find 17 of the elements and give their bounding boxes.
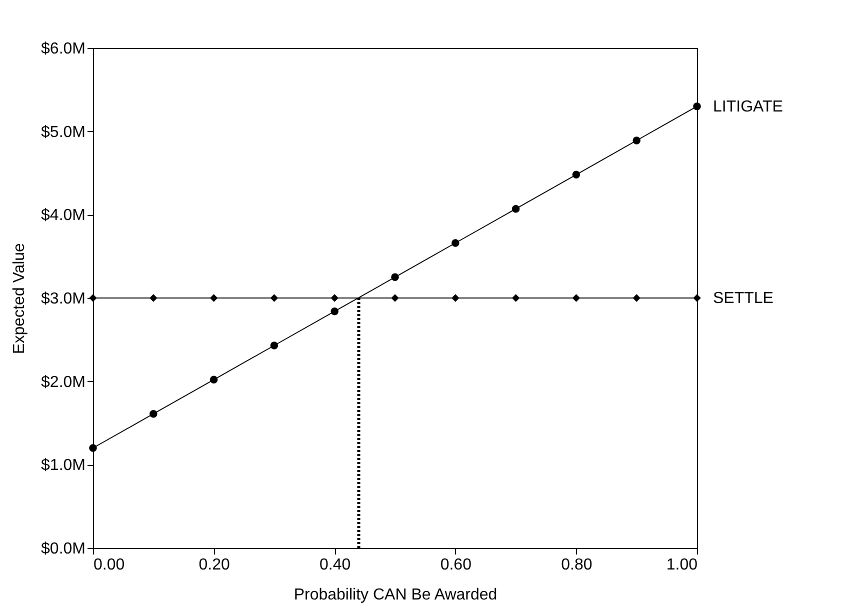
y-axis-title: Expected Value <box>11 242 28 354</box>
y-tick-label: $4.0M <box>41 207 86 224</box>
x-tick-label: 1.00 <box>666 556 698 574</box>
y-tick-label: $5.0M <box>41 124 86 141</box>
x-tick-label: 0.60 <box>440 556 472 574</box>
series-label: LITIGATE <box>713 98 783 116</box>
y-tick-label: $0.0M <box>41 540 86 558</box>
y-tick-label: $2.0M <box>41 374 86 391</box>
y-tick-label: $6.0M <box>41 40 86 58</box>
series-label: SETTLE <box>713 290 774 307</box>
y-tick-label: $3.0M <box>41 290 86 308</box>
x-axis-title: Probability CAN Be Awarded <box>294 586 498 604</box>
x-tick-label: 0.80 <box>561 556 592 574</box>
x-tick-label: 0.40 <box>320 556 351 574</box>
x-tick-label: 0.00 <box>94 556 125 574</box>
x-tick-label: 0.20 <box>198 556 230 574</box>
y-tick-label: $1.0M <box>41 457 86 474</box>
